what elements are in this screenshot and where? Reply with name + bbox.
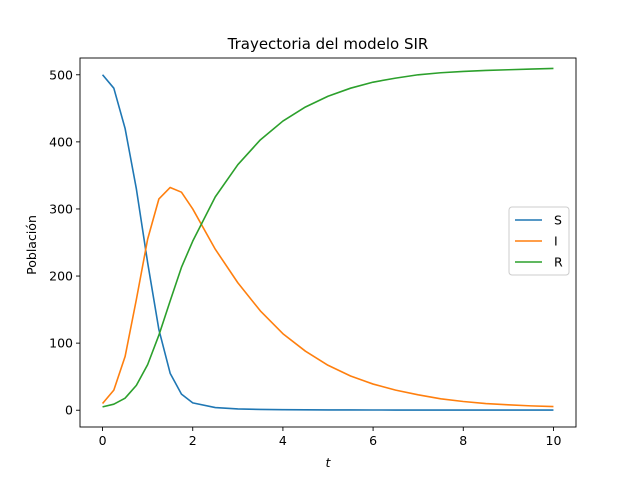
y-tick-label: 0 — [65, 403, 73, 418]
chart-title: Trayectoria del modelo SIR — [227, 35, 429, 53]
legend-label-S: S — [554, 213, 562, 228]
axes-frame — [79, 57, 577, 428]
legend-label-R: R — [554, 255, 563, 270]
x-tick-label: 10 — [546, 433, 562, 448]
y-tick-label: 400 — [49, 134, 73, 149]
legend: SIR — [508, 206, 570, 276]
x-axis-label: t — [326, 455, 332, 470]
x-tick-label: 0 — [99, 433, 107, 448]
y-tick-label: 500 — [49, 67, 73, 82]
series-line-S — [101, 74, 554, 411]
x-tick-label: 4 — [279, 433, 287, 448]
series-line-I — [101, 186, 554, 408]
x-tick-label: 6 — [369, 433, 377, 448]
y-axis-label: Población — [24, 215, 39, 275]
x-tick-label: 2 — [189, 433, 197, 448]
legend-label-I: I — [554, 234, 558, 249]
y-tick-label: 100 — [49, 336, 73, 351]
x-tick-label: 8 — [459, 433, 467, 448]
y-tick-label: 300 — [49, 201, 73, 216]
series-line-R — [102, 67, 554, 408]
y-tick-label: 200 — [49, 269, 73, 284]
